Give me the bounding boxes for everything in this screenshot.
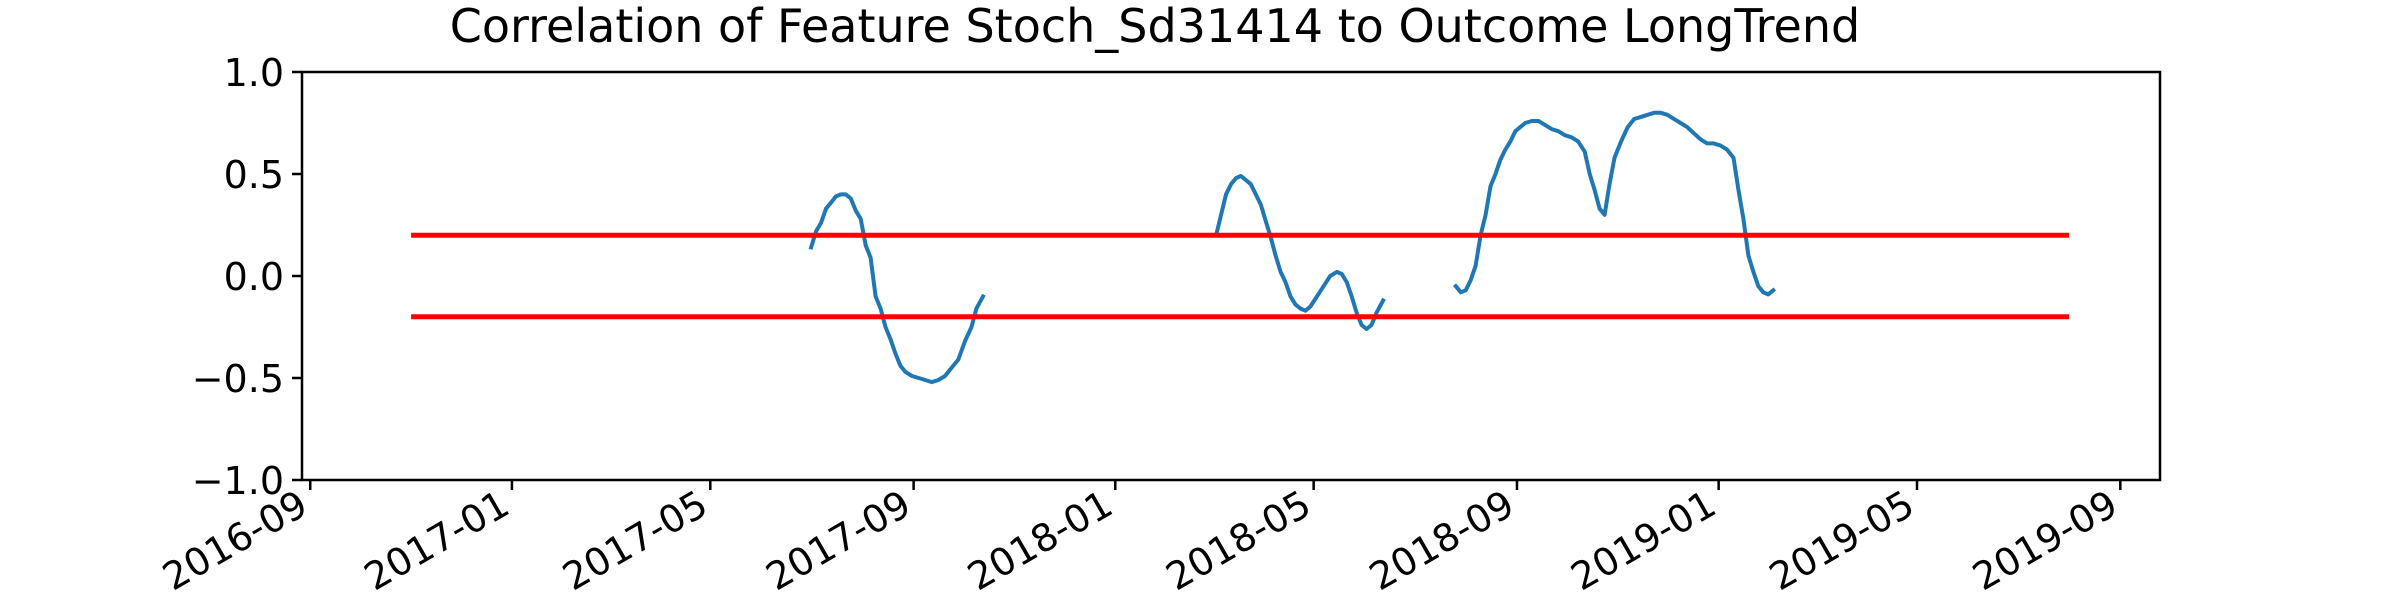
x-tick-label: 2017-01 (357, 482, 517, 599)
x-tick-label: 2019-05 (1762, 482, 1922, 599)
series-line-segment-1-3 (1452, 110, 1777, 297)
series-line-segment-1-1 (808, 192, 986, 385)
y-tick-label: −1.0 (192, 459, 284, 503)
y-tick-label: 0.0 (224, 255, 284, 299)
x-tick-label: 2018-01 (960, 482, 1120, 599)
series-line-segment-1-2 (1213, 174, 1386, 331)
x-tick-label: 2018-09 (1362, 482, 1522, 599)
y-tick-label: 1.0 (224, 51, 284, 95)
x-tick-label: 2017-05 (555, 482, 715, 599)
x-tick-label: 2019-01 (1564, 482, 1724, 599)
y-tick-label: −0.5 (192, 357, 284, 401)
plot-frame (300, 70, 2162, 482)
chart-title: Correlation of Feature Stoch_Sd31414 to … (450, 0, 1860, 53)
x-tick-label: 2017-09 (759, 482, 919, 599)
x-tick-label: 2018-05 (1159, 482, 1319, 599)
plot-area (411, 110, 2070, 385)
x-tick-label: 2019-09 (1965, 482, 2125, 599)
y-tick-label: 0.5 (224, 153, 284, 197)
